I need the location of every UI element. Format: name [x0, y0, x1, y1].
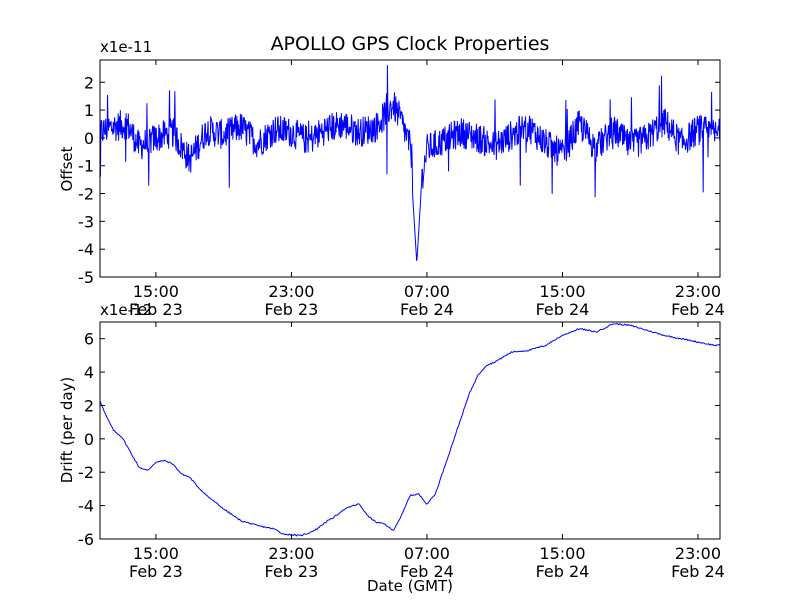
drift-xtick-time: 15:00: [133, 544, 179, 563]
offset-xtick-time: 15:00: [539, 282, 585, 301]
drift-ytick-label: 6: [84, 330, 94, 349]
offset-multiplier: x1e-11: [100, 38, 152, 56]
offset-ytick-label: 2: [84, 73, 94, 92]
drift-plot-frame: [99, 321, 721, 540]
offset-xtick-date: Feb 23: [265, 300, 319, 319]
offset-ytick-label: -2: [78, 185, 94, 204]
offset-ytick-label: -4: [78, 240, 94, 259]
offset-plot-frame: [99, 59, 721, 278]
drift-ytick-label: 4: [84, 363, 94, 382]
offset-ytick-label: -5: [78, 268, 94, 287]
drift-xtick-time: 23:00: [268, 544, 314, 563]
offset-xtick-time: 07:00: [404, 282, 450, 301]
offset-xtick-time: 15:00: [133, 282, 179, 301]
drift-xtick-date: Feb 23: [265, 562, 319, 581]
drift-xtick-date: Feb 24: [400, 562, 454, 581]
drift-xtick-date: Feb 24: [536, 562, 590, 581]
drift-ylabel: Drift (per day): [58, 377, 76, 484]
drift-ytick-label: 2: [84, 396, 94, 415]
offset-ytick-label: 1: [84, 101, 94, 120]
drift-ytick-label: -4: [78, 497, 94, 516]
drift-ytick-label: 0: [84, 430, 94, 449]
drift-multiplier: x1e-12: [100, 301, 152, 319]
offset-ytick-label: -1: [78, 157, 94, 176]
offset-ytick-label: 0: [84, 129, 94, 148]
drift-ytick-label: -2: [78, 463, 94, 482]
drift-xtick-time: 23:00: [675, 544, 721, 563]
drift-xlabel: Date (GMT): [367, 577, 453, 595]
figure-title: APOLLO GPS Clock Properties: [271, 33, 550, 55]
drift-series-line: [99, 323, 721, 537]
offset-series-line: [99, 65, 721, 261]
offset-xtick-time: 23:00: [675, 282, 721, 301]
drift-xtick-date: Feb 24: [671, 562, 725, 581]
offset-xtick-date: Feb 24: [671, 300, 725, 319]
offset-ylabel: Offset: [58, 146, 76, 191]
drift-ytick-label: -6: [78, 530, 94, 549]
drift-xtick-time: 07:00: [404, 544, 450, 563]
drift-xtick-time: 15:00: [539, 544, 585, 563]
drift-xtick-date: Feb 23: [129, 562, 183, 581]
offset-xtick-date: Feb 24: [400, 300, 454, 319]
offset-xtick-date: Feb 23: [129, 300, 183, 319]
offset-ytick-label: -3: [78, 212, 94, 231]
offset-xtick-date: Feb 24: [536, 300, 590, 319]
offset-xtick-time: 23:00: [268, 282, 314, 301]
